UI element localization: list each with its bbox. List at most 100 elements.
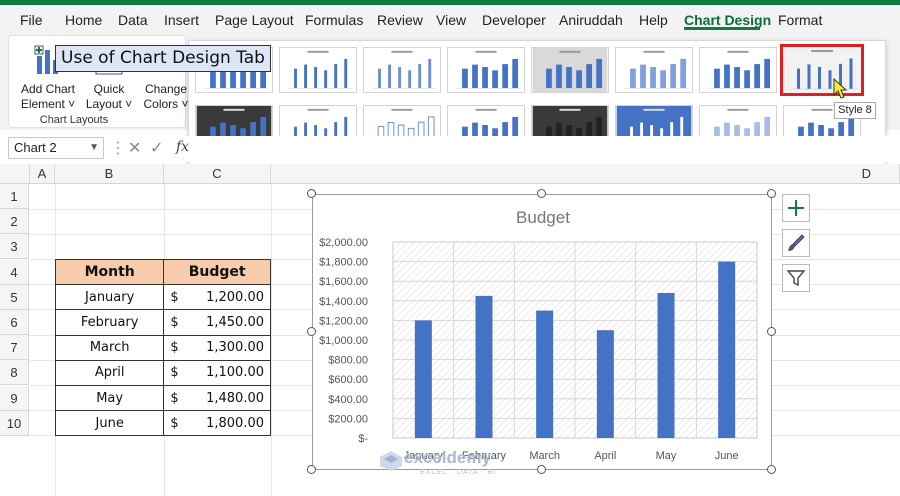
chart-elements-button[interactable] (782, 194, 810, 222)
tab-format[interactable]: Format (778, 12, 823, 28)
table-row: February $1,450.00 (54, 309, 271, 336)
chart-style-6[interactable] (615, 47, 693, 93)
table-header-budget[interactable]: Budget (163, 258, 271, 286)
month-cell[interactable]: February (54, 309, 165, 336)
month-cell[interactable]: January (54, 284, 165, 311)
y-tick-label: $2,000.00 (319, 237, 368, 249)
name-box[interactable]: Chart 2 ▼ (8, 137, 104, 159)
chart-style-2[interactable] (279, 47, 357, 93)
chart-style-preview (783, 47, 861, 93)
chevron-down-icon[interactable]: ▼ (89, 142, 99, 153)
budget-cell[interactable]: $1,300.00 (163, 334, 271, 361)
chart-filters-button[interactable] (782, 264, 810, 292)
tab-help[interactable]: Help (639, 12, 668, 28)
column-header-c[interactable]: C (164, 164, 271, 184)
row-header-4[interactable]: 4 (0, 259, 29, 285)
budget-cell-content: $1,200.00 (170, 290, 264, 305)
budget-value: 1,450.00 (206, 314, 264, 330)
table-row: April $1,100.00 (54, 359, 271, 386)
tab-aniruddah[interactable]: Aniruddah (559, 12, 623, 28)
month-cell[interactable]: May (54, 384, 165, 412)
bar-january[interactable] (414, 320, 432, 438)
x-tick-label: March (529, 450, 560, 462)
active-tab-underline (684, 27, 760, 30)
sheet-title-cell[interactable]: Use of Chart Design Tab (55, 45, 271, 72)
row-header-9[interactable]: 9 (0, 385, 29, 411)
resize-handle[interactable] (537, 189, 546, 198)
column-header-b[interactable]: B (55, 164, 164, 184)
row-header-8[interactable]: 8 (0, 360, 29, 386)
budget-value: 1,300.00 (206, 340, 264, 356)
table-header-month[interactable]: Month (54, 258, 165, 286)
y-tick-label: $800.00 (328, 355, 368, 367)
bar-may[interactable] (657, 292, 675, 438)
row-header-7[interactable]: 7 (0, 335, 29, 361)
tab-formulas[interactable]: Formulas (305, 12, 364, 28)
bar-june[interactable] (718, 261, 736, 438)
column-header-d[interactable]: D (271, 164, 900, 184)
x-tick-label: May (656, 450, 677, 462)
month-cell[interactable]: June (54, 410, 165, 437)
month-cell[interactable]: March (54, 334, 165, 361)
month-cell[interactable]: April (54, 359, 165, 386)
row-header-5[interactable]: 5 (0, 284, 29, 310)
tab-review[interactable]: Review (377, 12, 423, 28)
tab-data[interactable]: Data (118, 12, 148, 28)
chart-style-preview (364, 48, 440, 92)
x-tick-label: February (462, 450, 507, 462)
budget-cell[interactable]: $1,800.00 (163, 410, 271, 437)
chart-style-8[interactable] (780, 44, 864, 96)
table-row: March $1,300.00 (54, 334, 271, 361)
tab-view[interactable]: View (436, 12, 467, 28)
chart-style-7[interactable] (699, 47, 777, 93)
tab-insert[interactable]: Insert (164, 12, 200, 28)
tab-developer[interactable]: Developer (482, 12, 546, 28)
change-colors-label-2: Colors ˅ (143, 97, 189, 111)
row-header-1[interactable]: 1 (0, 184, 29, 209)
resize-handle[interactable] (307, 465, 316, 474)
tab-chart-design[interactable]: Chart Design (684, 12, 772, 28)
budget-table: Month Budget January $1,200.00 February $1,… (54, 258, 271, 437)
row-header-3[interactable]: 3 (0, 234, 29, 260)
budget-cell-content: $1,100.00 (170, 365, 264, 380)
grid-line (271, 184, 272, 496)
chart-style-4[interactable] (447, 47, 525, 93)
tab-file[interactable]: File (20, 12, 43, 28)
resize-handle[interactable] (307, 189, 316, 198)
budget-value: 1,100.00 (206, 365, 264, 381)
bar-february[interactable] (475, 295, 493, 438)
function-icon[interactable]: fx (176, 139, 190, 155)
chart-styles-button[interactable] (782, 229, 810, 257)
budget-cell[interactable]: $1,480.00 (163, 384, 271, 412)
budget-cell-content: $1,450.00 (170, 315, 264, 330)
change-colors-label-1: Change (144, 82, 188, 96)
budget-cell[interactable]: $1,100.00 (163, 359, 271, 386)
resize-handle[interactable] (767, 465, 776, 474)
ribbon-tab-bar: File Home Data Insert Page Layout Formulas Rev… (0, 5, 900, 35)
currency-symbol: $ (170, 340, 179, 356)
resize-handle[interactable] (767, 327, 776, 336)
bar-march[interactable] (536, 310, 554, 438)
budget-cell[interactable]: $1,200.00 (163, 284, 271, 311)
cancel-icon[interactable]: ✕ (128, 140, 142, 157)
bar-april[interactable] (596, 330, 614, 438)
chart-style-5[interactable] (531, 47, 609, 93)
row-header-10[interactable]: 10 (0, 410, 29, 436)
budget-value: 1,480.00 (206, 390, 264, 406)
chart-style-3[interactable] (363, 47, 441, 93)
tab-page-layout[interactable]: Page Layout (215, 12, 294, 28)
currency-symbol: $ (170, 390, 179, 406)
resize-handle[interactable] (537, 465, 546, 474)
select-all-corner[interactable] (0, 164, 30, 184)
row-header-2[interactable]: 2 (0, 209, 29, 235)
budget-chart[interactable]: Budget $- $200.00 $400.00 $600.00 $800.00 $1,0… (312, 194, 772, 470)
resize-handle[interactable] (307, 327, 316, 336)
budget-cell[interactable]: $1,450.00 (163, 309, 271, 336)
confirm-icon[interactable]: ✓ (150, 140, 164, 157)
resize-handle[interactable] (767, 189, 776, 198)
chart-title[interactable]: Budget (516, 208, 570, 227)
table-row: May $1,480.00 (54, 384, 271, 412)
tab-home[interactable]: Home (65, 12, 103, 28)
row-header-6[interactable]: 6 (0, 310, 29, 335)
column-header-a[interactable]: A (30, 164, 55, 184)
